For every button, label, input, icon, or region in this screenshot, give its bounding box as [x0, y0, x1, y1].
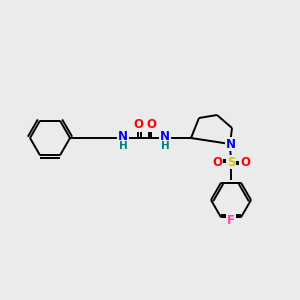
Text: O: O [240, 155, 250, 169]
Text: N: N [118, 130, 128, 143]
Text: O: O [212, 155, 222, 169]
Text: O: O [133, 118, 143, 131]
Text: H: H [118, 141, 127, 151]
Text: F: F [227, 214, 235, 226]
Text: H: H [160, 141, 169, 151]
Text: O: O [146, 118, 156, 131]
Text: S: S [227, 155, 235, 169]
Text: N: N [226, 137, 236, 151]
Text: N: N [160, 130, 170, 143]
